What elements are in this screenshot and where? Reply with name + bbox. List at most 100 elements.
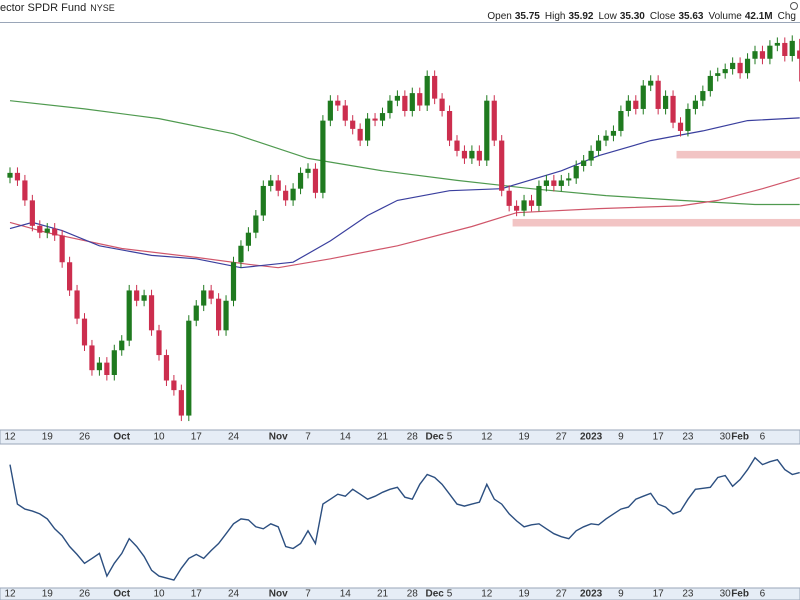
- candle-body: [677, 122, 684, 131]
- candle-body: [648, 80, 654, 86]
- highlight-zone: [676, 150, 800, 159]
- candle-body: [119, 340, 125, 351]
- candle-body: [253, 215, 259, 233]
- x-tick-label: 26: [79, 432, 91, 443]
- quote-label: Open: [487, 11, 512, 22]
- candle-body: [581, 160, 587, 166]
- x-tick-label: Nov: [269, 589, 288, 600]
- candle-body: [461, 150, 468, 159]
- candle-body: [372, 118, 378, 121]
- candle-body: [387, 100, 393, 114]
- candle-body: [625, 100, 631, 111]
- quote-label: Low: [598, 11, 617, 22]
- x-tick-label: Feb: [731, 432, 749, 443]
- candle-body: [134, 290, 140, 301]
- title: ector SPDR Fund: [0, 2, 87, 14]
- candle-body: [260, 185, 266, 216]
- candle-body: [171, 380, 177, 391]
- x-tick-label: 19: [518, 432, 530, 443]
- x-tick-label: Oct: [113, 589, 130, 600]
- candle-body: [409, 93, 415, 111]
- x-tick-label: 17: [191, 432, 203, 443]
- candle-body: [141, 295, 147, 301]
- candle-body: [290, 188, 296, 201]
- candle-body: [521, 200, 527, 211]
- candle-body: [104, 362, 110, 375]
- candle-body: [491, 100, 497, 141]
- x-tick-label: 10: [153, 432, 165, 443]
- candle-body: [37, 225, 43, 233]
- candle-body: [394, 95, 400, 101]
- candle-body: [573, 166, 579, 179]
- candle-body: [610, 130, 617, 136]
- x-tick-label: 19: [42, 432, 54, 443]
- candle-body: [111, 350, 117, 375]
- candle-body: [782, 42, 788, 56]
- x-tick-label: 28: [407, 432, 419, 443]
- x-tick-label: 28: [407, 589, 419, 600]
- x-tick-label: 14: [340, 589, 352, 600]
- candle-body: [312, 168, 319, 193]
- x-tick-label: Oct: [113, 432, 130, 443]
- candle-body: [633, 100, 639, 109]
- candle-body: [730, 62, 736, 70]
- x-tick-label: 12: [481, 589, 493, 600]
- candle-body: [424, 75, 430, 106]
- x-tick-label: 21: [377, 589, 389, 600]
- candle-body: [499, 140, 505, 191]
- x-tick-label: 27: [556, 589, 568, 600]
- x-tick-label: 21: [377, 432, 389, 443]
- candle-body: [81, 318, 88, 346]
- candle-body: [595, 140, 602, 151]
- moving-average: [9, 117, 800, 269]
- candle-body: [201, 290, 207, 306]
- candle-body: [543, 180, 549, 186]
- candle-body: [432, 75, 438, 99]
- candle-body: [96, 362, 102, 371]
- candle-body: [484, 100, 490, 161]
- x-tick-label: 10: [153, 589, 165, 600]
- x-tick-label: 6: [760, 432, 766, 443]
- candle-body: [89, 345, 95, 371]
- settings-icon[interactable]: [790, 2, 798, 10]
- candle-body: [439, 98, 445, 111]
- candle-body: [283, 190, 289, 201]
- x-tick-label: 2023: [580, 432, 603, 443]
- candle-body: [223, 300, 229, 331]
- x-tick-label: 26: [79, 589, 91, 600]
- candle-body: [566, 178, 572, 181]
- quote-label: Chg: [777, 11, 796, 22]
- x-axis-strip: [0, 587, 800, 600]
- candle-body: [365, 118, 371, 141]
- candle-body: [558, 180, 564, 186]
- candle-body: [663, 95, 669, 109]
- x-tick-label: 19: [42, 589, 54, 600]
- candle-body: [789, 40, 795, 56]
- candle-body: [342, 105, 348, 121]
- x-tick-label: 6: [760, 589, 766, 600]
- candle-body: [7, 172, 13, 178]
- candle-body: [14, 172, 21, 181]
- candle-body: [74, 290, 80, 319]
- x-tick-label: 9: [618, 432, 624, 443]
- candle-body: [67, 262, 73, 291]
- candle-body: [148, 295, 155, 331]
- candle-body: [774, 42, 780, 46]
- quote-value: 35.75: [514, 11, 540, 22]
- candle-body: [59, 235, 65, 263]
- quote-value: 35.63: [678, 11, 704, 22]
- x-tick-label: 7: [305, 589, 311, 600]
- candle-body: [163, 355, 170, 381]
- x-tick-label: 23: [682, 432, 694, 443]
- candle-body: [707, 75, 713, 92]
- x-tick-label: 7: [305, 432, 311, 443]
- x-tick-label: 24: [228, 432, 240, 443]
- candle-body: [402, 95, 408, 111]
- x-tick-label: Dec: [425, 589, 444, 600]
- x-tick-label: 5: [447, 589, 453, 600]
- header-title: ector SPDR Fund NYSE: [0, 2, 115, 14]
- candle-body: [655, 80, 661, 109]
- candle-body: [744, 58, 751, 74]
